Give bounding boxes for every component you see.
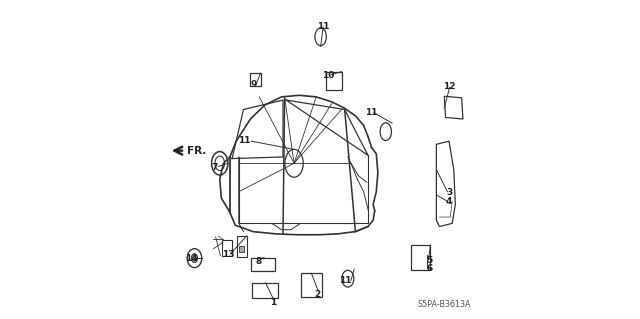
Text: 7: 7 [211,163,218,172]
Text: 1: 1 [270,298,276,307]
Text: 9: 9 [250,80,257,89]
Text: 3: 3 [446,188,452,197]
Text: 8: 8 [255,257,262,266]
Ellipse shape [191,254,198,263]
Text: 13: 13 [222,249,235,259]
Text: 5: 5 [426,256,433,265]
Text: 6: 6 [426,264,433,273]
Text: 12: 12 [444,82,456,91]
Text: 11: 11 [238,136,250,145]
Text: 10: 10 [322,71,334,80]
Text: 14: 14 [186,254,198,263]
Text: 11: 11 [317,22,330,31]
Text: 11: 11 [339,277,351,286]
Text: 2: 2 [315,290,321,299]
FancyBboxPatch shape [239,247,244,252]
Text: FR.: FR. [187,146,207,156]
Text: 11: 11 [365,108,378,116]
Text: S5PA-B3613A: S5PA-B3613A [418,300,471,309]
Text: 4: 4 [446,197,452,206]
